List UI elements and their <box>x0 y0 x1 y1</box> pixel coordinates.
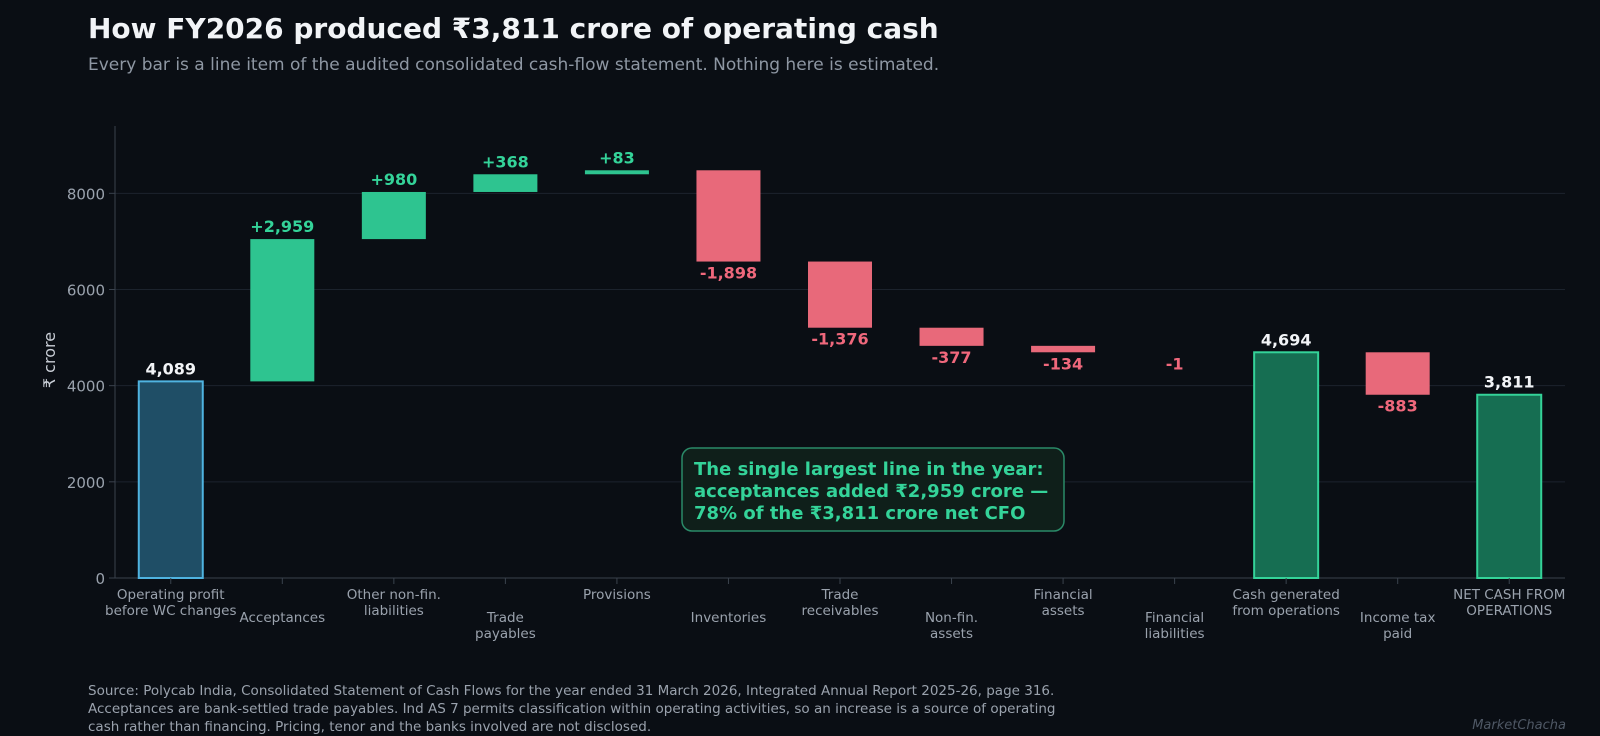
annotation-box <box>681 447 1065 532</box>
bar-value-label: -1,898 <box>700 264 757 283</box>
waterfall-bar <box>1253 351 1320 579</box>
waterfall-bar <box>584 170 649 175</box>
waterfall-bar <box>473 174 538 192</box>
footnote-line: cash rather than financing. Pricing, ten… <box>88 719 652 735</box>
x-category-label: Acceptances <box>240 610 326 626</box>
x-category-label: payables <box>475 626 536 642</box>
bar-value-label: -377 <box>932 348 972 367</box>
annotation-text: acceptances added ₹2,959 crore — <box>694 481 1048 502</box>
y-tick-label: 0 <box>95 570 105 588</box>
waterfall-bar <box>361 191 426 240</box>
footnote-line: Acceptances are bank-settled trade payab… <box>88 701 1056 717</box>
brand-watermark: MarketChacha <box>1472 718 1566 733</box>
x-category-label: liabilities <box>364 603 424 619</box>
x-category-label: before WC changes <box>105 603 237 619</box>
x-category-label: Other non-fin. <box>347 587 441 603</box>
bar-value-label: 4,089 <box>145 359 196 378</box>
bar-value-label: -1 <box>1166 354 1184 373</box>
chart-subtitle: Every bar is a line item of the audited … <box>88 55 940 75</box>
y-tick-label: 8000 <box>67 185 105 203</box>
y-tick-label: 4000 <box>67 378 105 396</box>
x-category-label: Trade <box>821 587 859 603</box>
annotation-text: The single largest line in the year: <box>694 459 1044 480</box>
waterfall-bar <box>1365 352 1430 395</box>
x-category-label: Trade <box>486 610 524 626</box>
y-tick-label: 6000 <box>67 281 105 299</box>
x-category-label: Non-fin. <box>925 610 978 626</box>
x-category-label: Operating profit <box>117 587 225 603</box>
bar-value-label: +368 <box>482 152 529 171</box>
bar-value-label: +83 <box>599 148 635 167</box>
waterfall-bar <box>808 261 872 328</box>
source-footnote: Source: Polycab India, Consolidated Stat… <box>88 682 1088 736</box>
x-category-label: Provisions <box>583 587 651 603</box>
x-category-label: paid <box>1383 626 1412 642</box>
y-axis-label: ₹ crore <box>40 332 59 388</box>
waterfall-bar <box>1031 345 1096 353</box>
waterfall-bar <box>250 239 315 382</box>
bar-value-label: +980 <box>370 170 417 189</box>
waterfall-bar <box>696 170 761 262</box>
bar-value-label: -883 <box>1378 397 1418 416</box>
waterfall-bar <box>1476 393 1543 579</box>
waterfall-bar <box>137 380 204 579</box>
x-category-label: from operations <box>1232 603 1340 619</box>
waterfall-bar <box>919 327 984 346</box>
y-tick-label: 2000 <box>67 474 105 492</box>
x-category-label: NET CASH FROM <box>1453 587 1565 603</box>
x-category-label: Income tax <box>1360 610 1436 626</box>
x-category-label: Cash generated <box>1232 587 1339 603</box>
chart-title: How FY2026 produced ₹3,811 crore of oper… <box>88 12 939 45</box>
x-category-label: OPERATIONS <box>1466 603 1552 619</box>
x-category-label: liabilities <box>1145 626 1205 642</box>
bar-value-label: -1,376 <box>811 330 868 349</box>
x-category-label: receivables <box>802 603 879 619</box>
bar-value-label: 3,811 <box>1484 373 1535 392</box>
x-category-label: Financial <box>1034 587 1093 603</box>
x-category-label: assets <box>930 626 973 642</box>
bar-value-label: 4,694 <box>1261 330 1312 349</box>
footnote-line: Source: Polycab India, Consolidated Stat… <box>88 683 1055 699</box>
bar-value-label: -134 <box>1043 354 1083 373</box>
x-category-label: Inventories <box>691 610 767 626</box>
x-category-label: Financial <box>1145 610 1204 626</box>
bar-value-label: +2,959 <box>250 217 314 236</box>
annotation-text: 78% of the ₹3,811 crore net CFO <box>694 503 1025 524</box>
x-category-label: assets <box>1042 603 1085 619</box>
